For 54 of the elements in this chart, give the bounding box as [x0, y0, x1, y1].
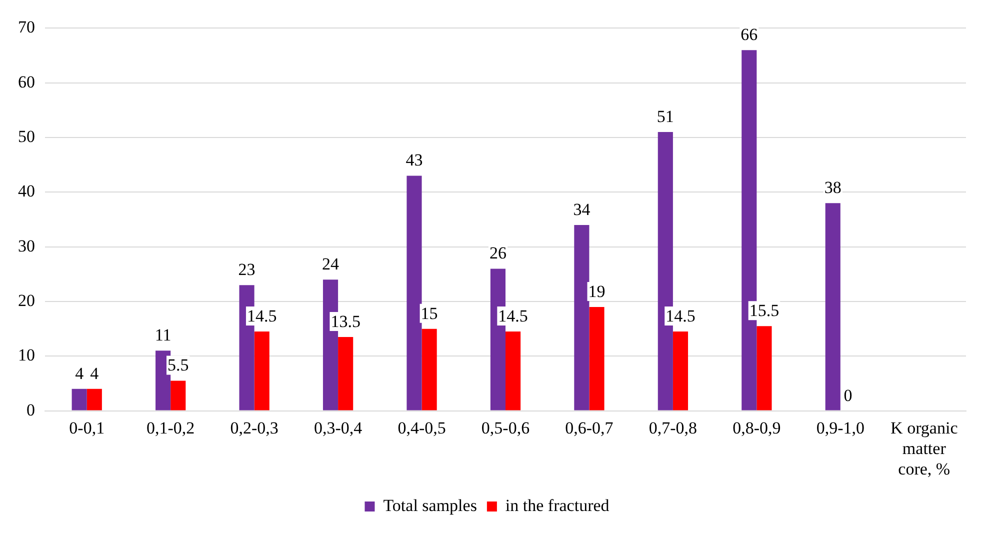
data-label: 15 [420, 304, 438, 323]
data-label: 13.5 [330, 312, 360, 331]
data-label: 23 [238, 260, 256, 280]
x-tick-label: 0,4-0,5 [398, 418, 446, 438]
data-label: 4 [75, 364, 84, 383]
y-tick-label: 60 [18, 72, 35, 92]
bar [756, 326, 772, 410]
x-tick-label: 0,3-0,4 [314, 418, 363, 438]
x-tick-label: 0,8-0,9 [732, 418, 781, 438]
x-tick-label: 0,9-1,0 [816, 418, 864, 438]
data-label: 4 [90, 364, 100, 383]
bar [170, 380, 186, 410]
bar [338, 337, 354, 410]
data-label: 38 [824, 178, 842, 198]
data-label: 0 [844, 386, 852, 405]
bar [72, 388, 87, 410]
data-label: 43 [406, 150, 423, 170]
bar [589, 306, 604, 410]
data-label: 5.5 [168, 356, 189, 375]
bar [254, 332, 270, 410]
data-label: 14.5 [246, 306, 277, 326]
legend-label: Total samples [383, 496, 477, 515]
bar [825, 203, 840, 410]
x-tick-label: 0,7-0,8 [648, 418, 698, 438]
x-tick-label: 0,2-0,3 [230, 418, 278, 438]
data-label: 14.5 [666, 306, 696, 326]
bar [86, 388, 102, 410]
y-tick-label: 10 [18, 346, 35, 365]
y-tick-label: 20 [18, 290, 35, 310]
x-tick-label: 0-0,1 [69, 418, 105, 438]
y-tick-label: 70 [18, 18, 35, 37]
x-tick-label: 0,6-0,7 [565, 418, 614, 438]
x-tick-label: K organic matter core, % [890, 418, 958, 478]
data-label: 24 [322, 254, 340, 274]
y-tick-label: 50 [18, 126, 35, 146]
data-label: 34 [573, 200, 591, 219]
bar [672, 332, 688, 410]
data-label: 15.5 [749, 301, 780, 320]
legend-label: in the fractured [505, 496, 610, 515]
data-label: 51 [656, 107, 674, 126]
data-label: 66 [740, 25, 758, 44]
data-label: 11 [154, 326, 172, 345]
bar [574, 224, 590, 410]
data-label: 14.5 [498, 306, 528, 326]
x-tick-label: 0,1-0,2 [146, 418, 195, 438]
data-label: 19 [588, 282, 606, 301]
bar [422, 328, 437, 410]
x-tick-label: 0,5-0,6 [481, 418, 530, 438]
data-label: 26 [489, 244, 506, 263]
y-tick-label: 40 [18, 182, 35, 201]
y-tick-label: 30 [18, 236, 35, 256]
y-tick-label: 0 [26, 400, 35, 420]
bar [506, 332, 521, 410]
bar [406, 176, 422, 410]
